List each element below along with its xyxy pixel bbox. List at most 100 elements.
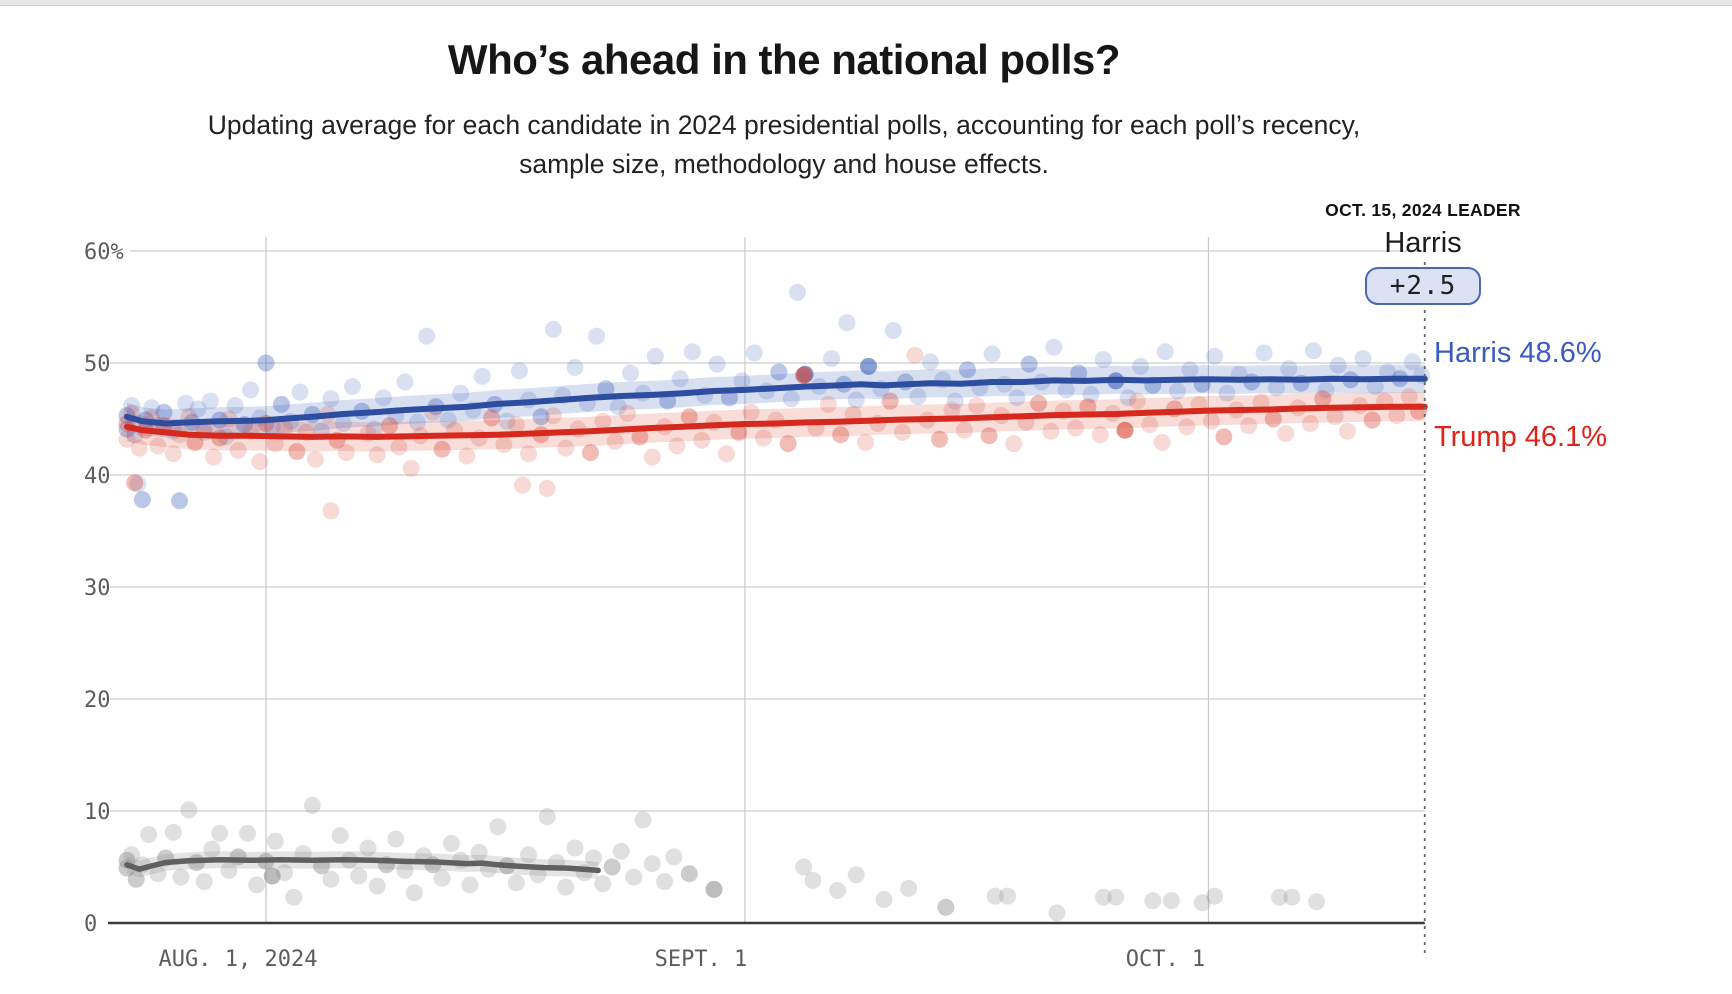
harris-poll-dot[interactable] — [597, 380, 615, 398]
harris-poll-dot[interactable] — [365, 420, 383, 438]
trump-poll-dot[interactable] — [643, 448, 661, 466]
trump-poll-dot[interactable] — [1005, 435, 1023, 453]
trump-poll-dot[interactable] — [544, 407, 562, 425]
kennedy-poll-dot[interactable] — [331, 827, 349, 845]
kennedy-poll-dot[interactable] — [804, 871, 822, 889]
harris-poll-dot[interactable] — [226, 397, 244, 415]
harris-poll-dot[interactable] — [396, 373, 414, 391]
trump-poll-dot[interactable] — [130, 439, 148, 457]
kennedy-poll-dot[interactable] — [900, 879, 918, 897]
harris-poll-dot[interactable] — [733, 372, 751, 390]
trump-poll-dot[interactable] — [1042, 422, 1060, 440]
trump-poll-dot[interactable] — [881, 392, 899, 410]
harris-poll-dot[interactable] — [1132, 357, 1149, 375]
trump-poll-dot[interactable] — [1363, 411, 1381, 429]
trump-poll-dot[interactable] — [433, 440, 451, 458]
kennedy-poll-dot[interactable] — [368, 877, 386, 895]
trump-poll-dot[interactable] — [495, 436, 513, 454]
trump-poll-dot[interactable] — [1153, 434, 1171, 451]
kennedy-poll-dot[interactable] — [1283, 888, 1301, 906]
trump-poll-dot[interactable] — [1128, 392, 1146, 410]
harris-poll-dot[interactable] — [257, 354, 275, 372]
trump-poll-dot[interactable] — [126, 474, 144, 492]
harris-poll-dot[interactable] — [272, 395, 290, 413]
trump-poll-dot[interactable] — [538, 479, 556, 497]
harris-poll-dot[interactable] — [1317, 381, 1335, 399]
harris-poll-dot[interactable] — [189, 400, 207, 418]
kennedy-poll-dot[interactable] — [538, 808, 556, 826]
harris-poll-dot[interactable] — [452, 384, 470, 402]
trump-poll-dot[interactable] — [606, 432, 624, 450]
trump-poll-dot[interactable] — [276, 419, 293, 437]
trump-poll-dot[interactable] — [402, 459, 420, 477]
kennedy-poll-dot[interactable] — [1094, 888, 1112, 906]
harris-poll-dot[interactable] — [745, 344, 763, 362]
trump-poll-dot[interactable] — [1215, 428, 1233, 446]
kennedy-poll-dot[interactable] — [164, 823, 182, 841]
kennedy-poll-dot[interactable] — [359, 839, 377, 857]
trump-poll-dot[interactable] — [631, 428, 649, 446]
trump-poll-dot[interactable] — [582, 444, 599, 462]
trump-poll-dot[interactable] — [458, 447, 476, 465]
kennedy-poll-dot[interactable] — [276, 864, 293, 882]
trump-poll-dot[interactable] — [381, 417, 399, 435]
kennedy-poll-dot[interactable] — [705, 880, 723, 898]
kennedy-poll-dot[interactable] — [603, 858, 621, 876]
trump-poll-dot[interactable] — [1277, 425, 1295, 443]
harris-poll-dot[interactable] — [946, 392, 964, 410]
trump-poll-dot[interactable] — [520, 445, 538, 463]
kennedy-poll-dot[interactable] — [1107, 888, 1125, 906]
kennedy-poll-dot[interactable] — [795, 858, 813, 876]
trump-poll-dot[interactable] — [931, 430, 949, 448]
harris-poll-dot[interactable] — [1119, 389, 1137, 407]
kennedy-poll-dot[interactable] — [203, 840, 221, 858]
harris-poll-dot[interactable] — [1045, 338, 1063, 356]
trump-poll-dot[interactable] — [1388, 407, 1406, 425]
harris-poll-dot[interactable] — [847, 391, 865, 409]
trump-poll-dot[interactable] — [1301, 415, 1319, 432]
kennedy-poll-dot[interactable] — [127, 870, 145, 888]
kennedy-poll-dot[interactable] — [263, 867, 281, 885]
kennedy-poll-dot[interactable] — [461, 876, 479, 894]
kennedy-poll-dot[interactable] — [266, 832, 284, 850]
harris-poll-dot[interactable] — [1305, 342, 1322, 360]
harris-poll-dot[interactable] — [823, 350, 840, 367]
trump-poll-dot[interactable] — [1067, 419, 1085, 437]
harris-poll-dot[interactable] — [1094, 351, 1112, 369]
harris-poll-dot[interactable] — [1169, 382, 1186, 400]
trump-poll-dot[interactable] — [1030, 394, 1047, 412]
trump-poll-dot[interactable] — [1091, 426, 1109, 444]
kennedy-poll-dot[interactable] — [211, 824, 229, 842]
kennedy-poll-dot[interactable] — [1308, 893, 1326, 911]
harris-poll-dot[interactable] — [1403, 353, 1421, 371]
harris-poll-dot[interactable] — [242, 381, 260, 399]
harris-poll-dot[interactable] — [1156, 343, 1174, 361]
trump-poll-dot[interactable] — [288, 443, 306, 460]
kennedy-poll-dot[interactable] — [986, 887, 1004, 905]
trump-poll-dot[interactable] — [1339, 422, 1356, 440]
harris-poll-dot[interactable] — [544, 320, 562, 338]
trump-poll-dot[interactable] — [906, 346, 924, 364]
kennedy-poll-dot[interactable] — [1206, 887, 1224, 905]
kennedy-poll-dot[interactable] — [350, 867, 368, 885]
trump-poll-dot[interactable] — [186, 434, 204, 451]
kennedy-poll-dot[interactable] — [1144, 892, 1162, 910]
harris-poll-dot[interactable] — [646, 347, 664, 365]
harris-poll-dot[interactable] — [155, 403, 173, 421]
harris-poll-dot[interactable] — [884, 322, 902, 339]
trump-poll-dot[interactable] — [1141, 416, 1159, 434]
harris-poll-dot[interactable] — [1070, 364, 1088, 382]
trump-poll-dot[interactable] — [1314, 390, 1332, 408]
harris-poll-dot[interactable] — [983, 345, 1001, 363]
trump-poll-dot[interactable] — [1326, 408, 1344, 426]
trump-poll-dot[interactable] — [693, 431, 711, 449]
harris-poll-dot[interactable] — [1082, 385, 1100, 403]
trump-poll-dot[interactable] — [819, 395, 837, 413]
trump-poll-dot[interactable] — [164, 445, 182, 463]
trump-poll-dot[interactable] — [1252, 393, 1270, 411]
kennedy-poll-dot[interactable] — [625, 868, 643, 886]
trump-poll-dot[interactable] — [118, 430, 136, 448]
kennedy-poll-dot[interactable] — [507, 874, 525, 892]
harris-poll-dot[interactable] — [498, 412, 516, 430]
trump-poll-dot[interactable] — [943, 401, 961, 419]
